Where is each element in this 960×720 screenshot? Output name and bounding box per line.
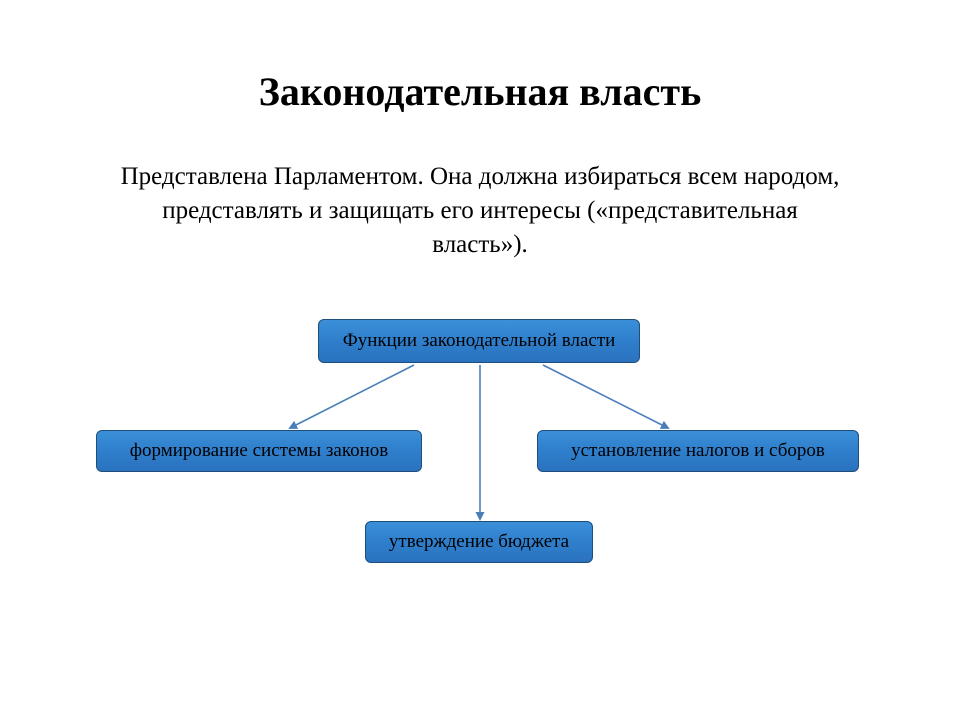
- node-label: формирование системы законов: [130, 440, 389, 462]
- diagram-node-bottom: утверждение бюджета: [365, 521, 593, 563]
- diagram-node-right: установление налогов и сборов: [537, 430, 859, 472]
- node-label: Функции законодательной власти: [343, 330, 616, 352]
- diagram-edge-0: [290, 365, 414, 428]
- diagram-node-root: Функции законодательной власти: [318, 319, 640, 363]
- subtitle-text: Представлена Парламентом. Она должна изб…: [115, 160, 845, 261]
- diagram-node-left: формирование системы законов: [96, 430, 422, 472]
- node-label: утверждение бюджета: [389, 531, 569, 553]
- page-title: Законодательная власть: [0, 68, 960, 115]
- node-label: установление налогов и сборов: [571, 440, 825, 462]
- diagram-edge-1: [543, 365, 668, 428]
